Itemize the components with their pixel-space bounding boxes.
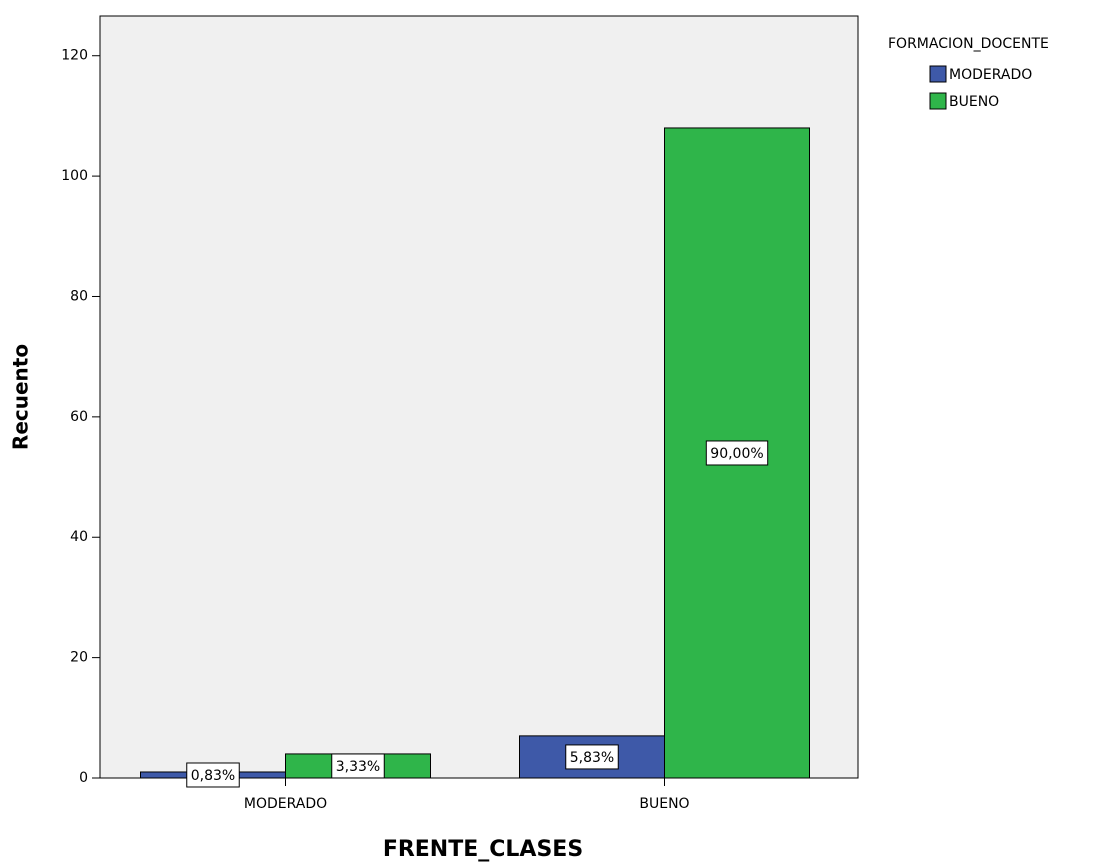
y-tick-label: 120: [61, 48, 88, 64]
x-tick-label: MODERADO: [244, 796, 327, 812]
legend-title: FORMACION_DOCENTE: [888, 36, 1049, 52]
data-label: 0,83%: [191, 768, 235, 784]
data-label-box: [705, 440, 769, 466]
y-tick-label: 80: [70, 288, 88, 304]
y-tick-label: 0: [79, 770, 88, 786]
y-tick-label: 100: [61, 168, 88, 184]
x-axis-label: FRENTE_CLASES: [383, 837, 583, 862]
legend-swatch: [929, 92, 947, 110]
legend-swatch: [929, 65, 947, 83]
data-label-box: [186, 762, 240, 788]
data-label: 3,33%: [336, 759, 380, 775]
data-label: 5,83%: [570, 750, 614, 766]
y-tick-label: 20: [70, 650, 88, 666]
x-tick-label: BUENO: [639, 796, 689, 812]
legend-label: BUENO: [949, 94, 999, 110]
y-tick-label: 40: [70, 529, 88, 545]
legend-label: MODERADO: [949, 67, 1032, 83]
data-label-box: [565, 744, 619, 770]
y-tick-label: 60: [70, 409, 88, 425]
data-label: 90,00%: [710, 446, 763, 462]
data-label-box: [331, 753, 385, 779]
y-axis-label: Recuento: [9, 344, 33, 450]
